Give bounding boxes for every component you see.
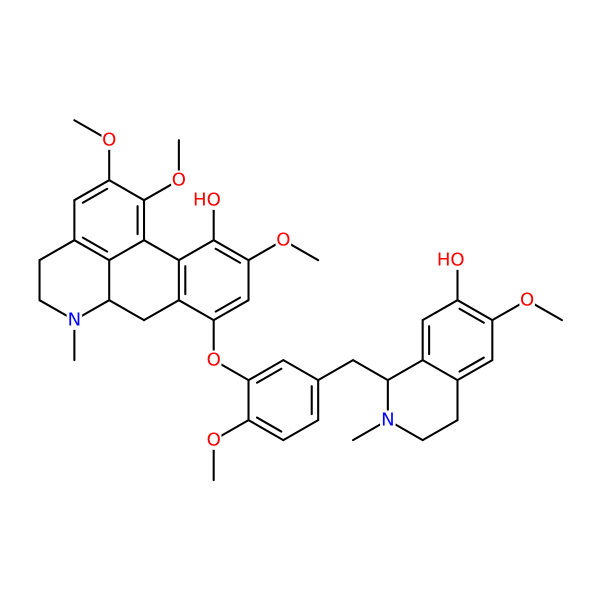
oxygen-label: O xyxy=(207,430,221,451)
bond xyxy=(108,179,146,202)
bond xyxy=(317,359,355,382)
bond xyxy=(282,359,320,382)
label-background xyxy=(101,130,117,150)
bond xyxy=(386,359,424,382)
bond xyxy=(456,299,494,322)
bond xyxy=(142,239,180,262)
oxygen-label: O xyxy=(276,230,290,251)
double-bond-inner xyxy=(81,187,109,204)
oxygen-label: O xyxy=(172,170,186,191)
label-background xyxy=(275,230,292,250)
label-background xyxy=(436,250,466,270)
oxygen-label: O xyxy=(520,290,534,311)
bond xyxy=(108,299,146,322)
double-bond-inner xyxy=(214,296,242,313)
double-bond-inner xyxy=(214,247,242,264)
label-background xyxy=(205,350,222,370)
oxygen-label: O xyxy=(102,130,116,151)
label-background xyxy=(380,410,396,430)
bond xyxy=(421,419,459,442)
oxygen-label: HO xyxy=(437,250,465,271)
label-background xyxy=(193,190,222,210)
bond xyxy=(142,299,180,322)
bond xyxy=(212,239,250,262)
double-bond-inner xyxy=(458,356,485,373)
nitrogen-label: N xyxy=(381,410,395,431)
double-bond-inner xyxy=(81,236,109,253)
double-bond-inner xyxy=(458,307,485,324)
bond xyxy=(73,179,111,202)
bond xyxy=(247,359,285,382)
label-background xyxy=(205,430,222,450)
structure: O O HO O O O N N HO O xyxy=(38,119,564,482)
label-background xyxy=(66,310,83,330)
bond xyxy=(282,419,320,442)
label-background xyxy=(171,170,187,190)
label-background xyxy=(519,290,535,310)
oxygen-label: O xyxy=(207,350,221,371)
bond xyxy=(177,299,215,322)
bond xyxy=(247,419,285,442)
double-bond-inner xyxy=(255,367,283,384)
bond xyxy=(351,359,389,382)
bond xyxy=(38,239,76,262)
bond xyxy=(456,359,494,382)
bond xyxy=(73,239,111,262)
bond xyxy=(108,239,146,262)
bond xyxy=(421,299,459,322)
oxygen-label: HO xyxy=(193,190,221,211)
double-bond-inner xyxy=(255,416,283,433)
bond xyxy=(421,359,459,382)
bond xyxy=(212,299,250,322)
bond xyxy=(177,239,215,262)
nitrogen-label: N xyxy=(68,310,81,331)
